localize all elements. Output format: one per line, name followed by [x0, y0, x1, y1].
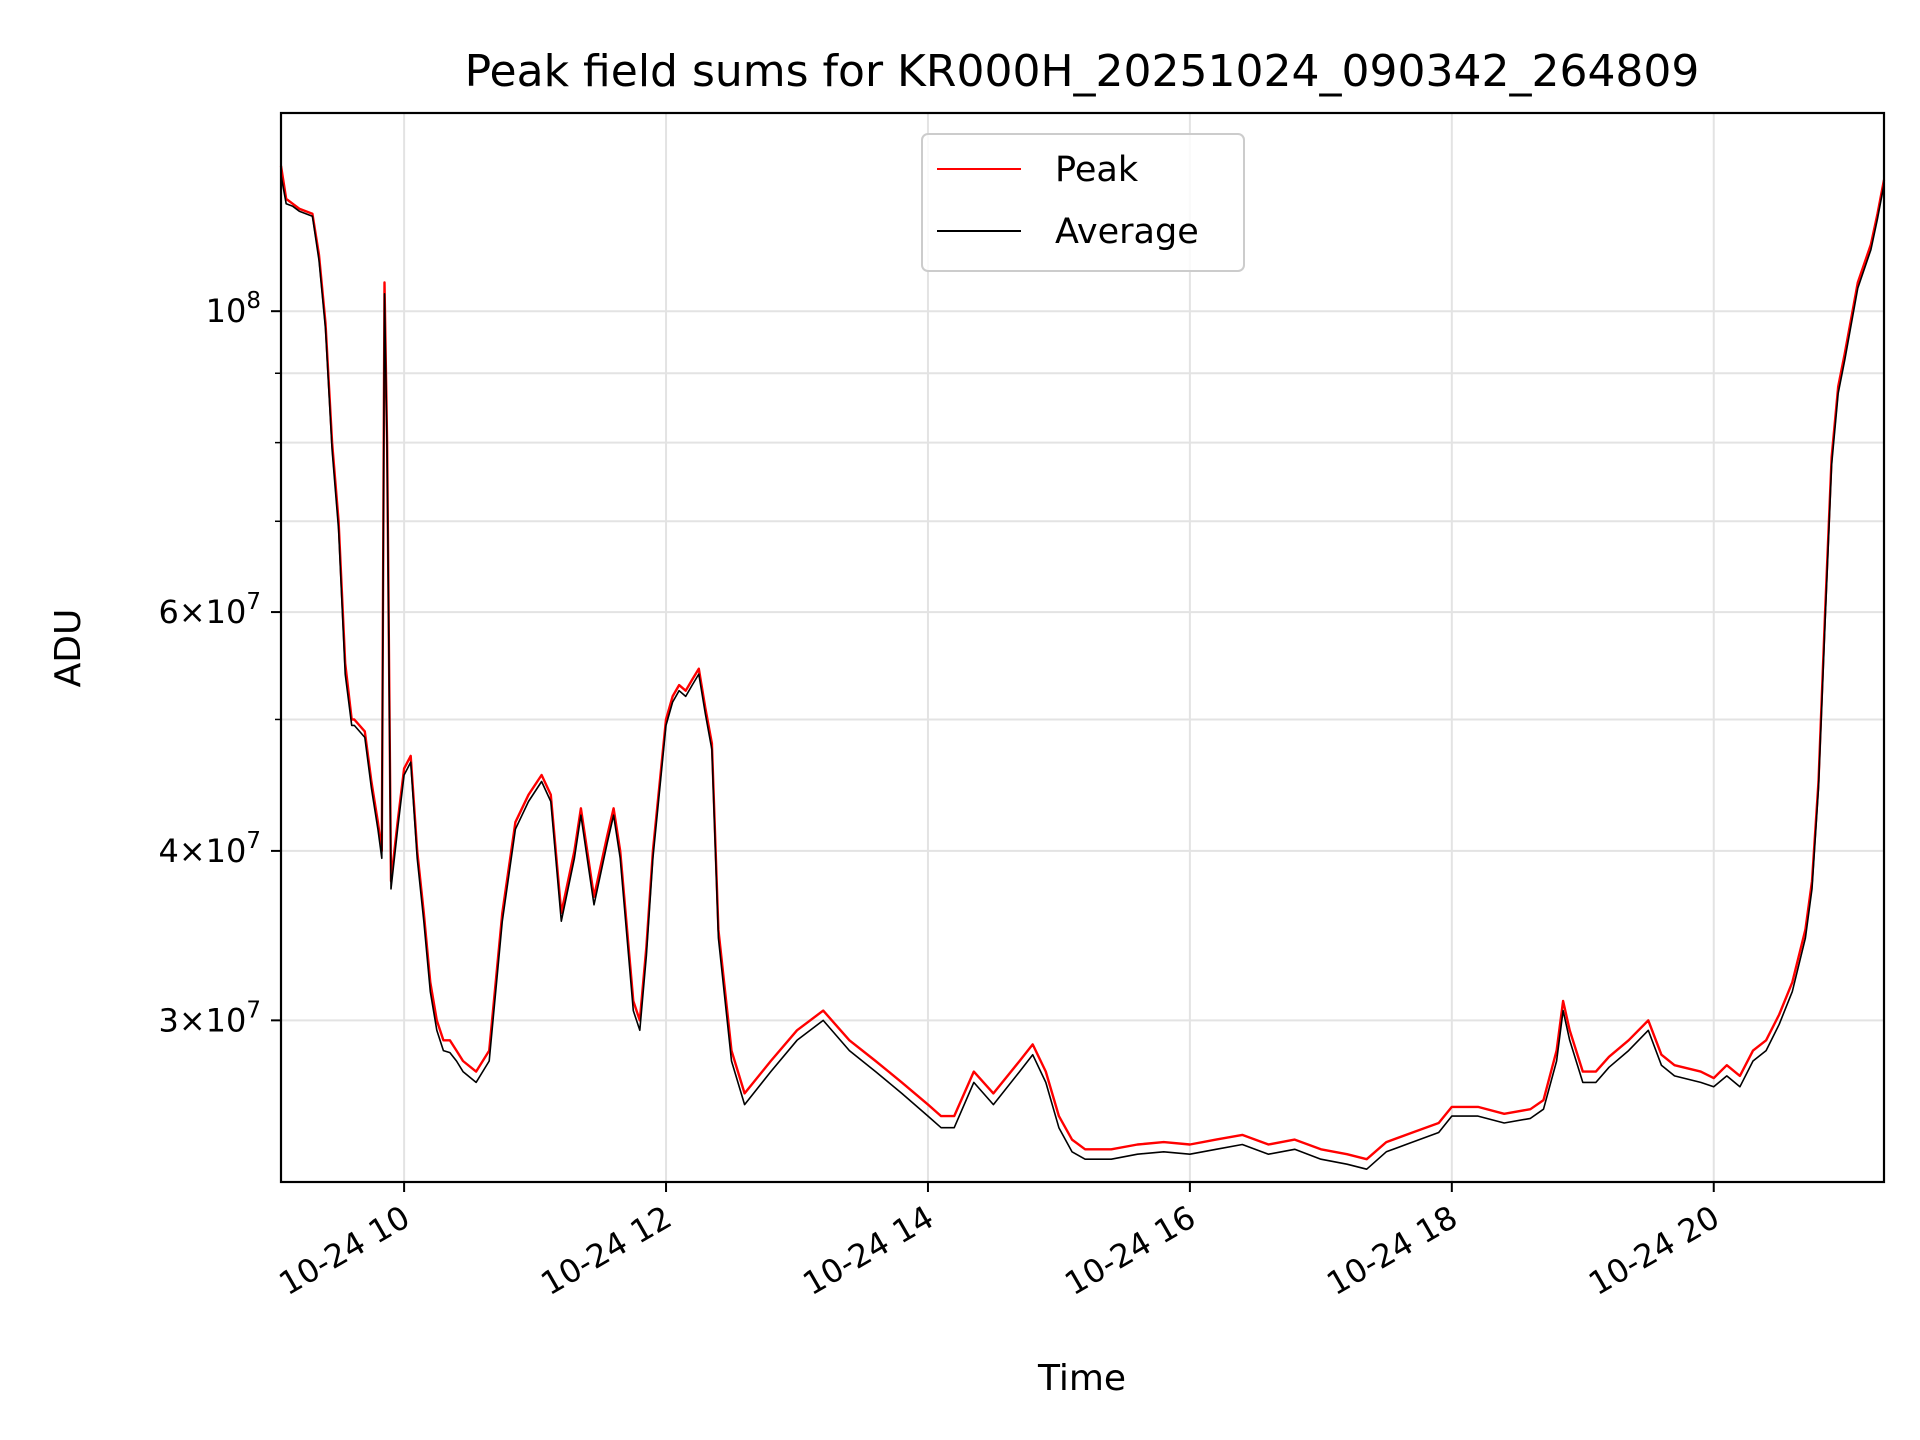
- x-tick-label: 10-24 12: [534, 1198, 678, 1303]
- legend: Peak Average: [921, 133, 1245, 272]
- legend-label-peak: Peak: [1055, 150, 1139, 190]
- x-axis-label: Time: [1037, 1358, 1126, 1399]
- series-line-average: [280, 174, 1885, 1170]
- plot-frame: [279, 111, 1886, 1184]
- grid-lines: [281, 113, 1884, 1182]
- chart-title: Peak field sums for KR000H_20251024_0903…: [465, 46, 1700, 97]
- axis-ticks: 10-24 10 10-24 12 10-24 14 10-24 16 10-24 18…: [158, 288, 1725, 1303]
- y-tick-label: 6×107: [158, 589, 261, 631]
- legend-label-average: Average: [1055, 212, 1199, 252]
- x-tick-label: 10-24 10: [273, 1198, 417, 1303]
- y-tick-label: 4×107: [158, 828, 261, 870]
- x-tick-label: 10-24 18: [1320, 1198, 1464, 1303]
- y-axis-label: ADU: [48, 609, 89, 688]
- y-tick-label: 108: [206, 288, 261, 330]
- series-lines: [279, 165, 1886, 1170]
- y-tick-label: 3×107: [158, 997, 261, 1039]
- series-line-peak: [279, 165, 1886, 1161]
- x-tick-label: 10-24 14: [796, 1198, 940, 1303]
- x-tick-label: 10-24 16: [1058, 1198, 1202, 1303]
- x-tick-label: 10-24 20: [1582, 1198, 1726, 1303]
